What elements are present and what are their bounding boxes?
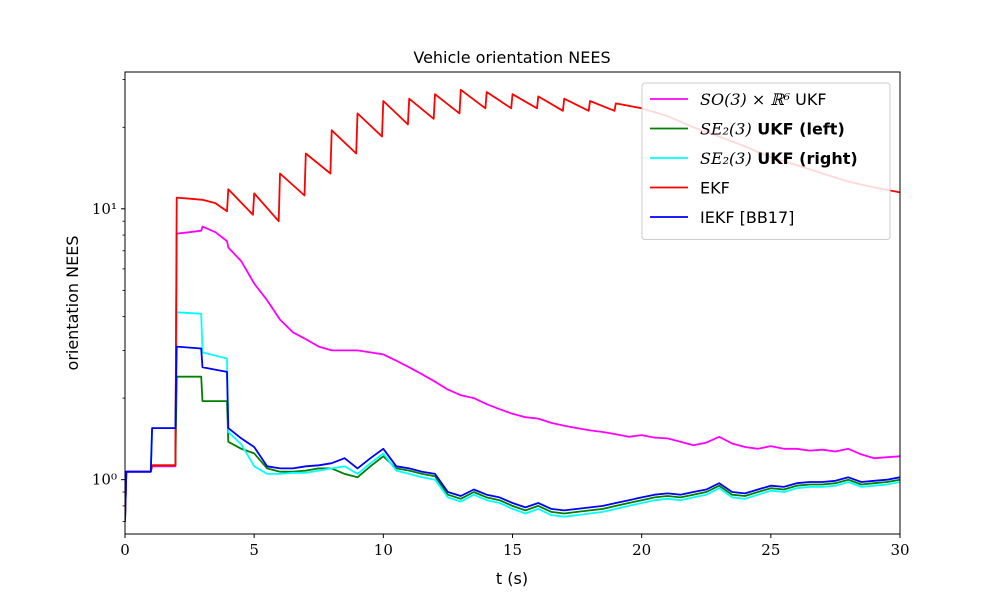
x-axis: 0 5 10 15 20 25 30 [120,534,910,559]
series-line-4 [125,345,900,522]
x-tick-label: 0 [120,541,130,559]
legend-label: SO(3) × ℝ⁶ UKF [700,90,827,109]
x-tick-label: 10 [374,541,393,559]
legend-label: IEKF [BB17] [700,208,794,227]
x-tick-label: 5 [249,541,259,559]
x-tick-label: 30 [890,541,909,559]
y-tick-label: 10¹ [92,200,117,218]
x-axis-label: t (s) [496,569,528,588]
series-line-2 [125,311,900,522]
series-line-0 [125,225,900,522]
y-tick-label: 10⁰ [92,471,117,489]
chart-title: Vehicle orientation NEES [413,48,610,67]
x-tick-label: 15 [503,541,522,559]
x-tick-label: 25 [761,541,780,559]
legend-label: SE₂(3) UKF (left) [700,120,845,139]
legend-label: SE₂(3) UKF (right) [700,149,858,168]
y-axis: 10⁰ 10¹ [92,79,125,523]
y-axis-label: orientation NEES [63,236,82,371]
legend-box [641,82,891,240]
legend: SO(3) × ℝ⁶ UKF SE₂(3) UKF (left) SE₂(3) UK… [641,82,891,240]
x-tick-label: 20 [632,541,651,559]
legend-label: EKF [700,179,730,198]
